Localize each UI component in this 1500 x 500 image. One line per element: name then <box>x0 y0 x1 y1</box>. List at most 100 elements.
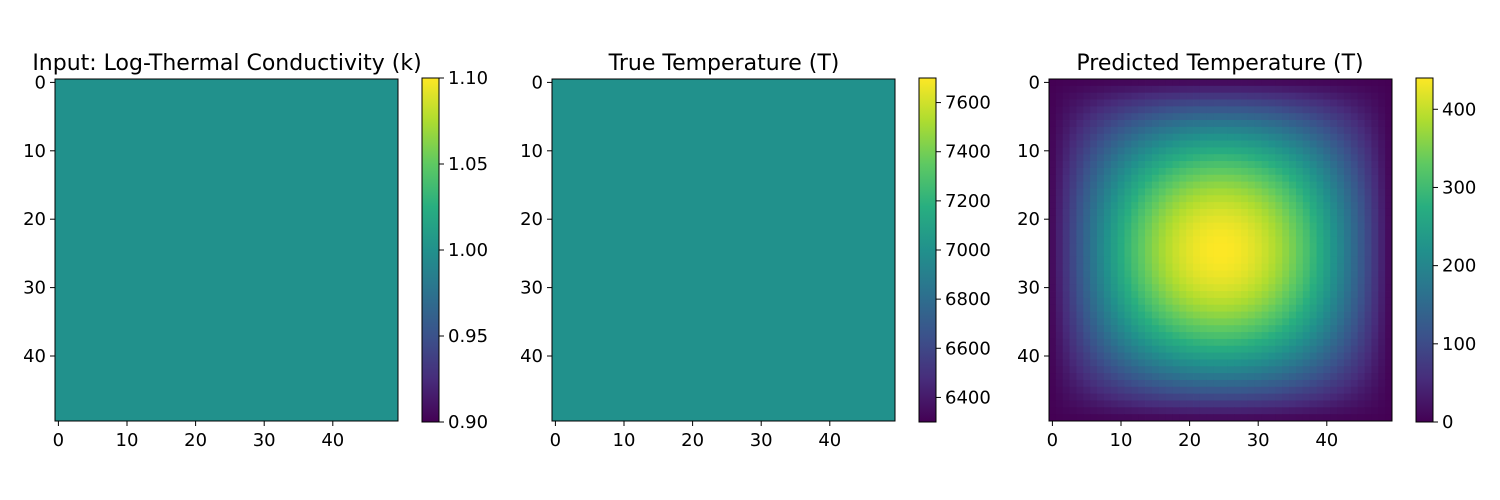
heatmap-cell <box>1316 277 1324 285</box>
heatmap-cell <box>1083 133 1091 141</box>
heatmap-cell <box>1145 414 1153 422</box>
heatmap-cell <box>1220 366 1228 374</box>
heatmap-cell <box>1103 113 1112 121</box>
heatmap-cell <box>1110 243 1118 251</box>
heatmap-cell <box>1289 379 1297 388</box>
heatmap-cell <box>1103 140 1112 148</box>
heatmap-cell <box>1234 195 1242 203</box>
heatmap-cell <box>1145 263 1153 271</box>
heatmap-cell <box>1234 222 1242 230</box>
heatmap-cell <box>1316 250 1324 258</box>
heatmap-cell <box>1186 311 1194 319</box>
heatmap-cell <box>1076 318 1084 326</box>
heatmap-cell <box>1117 106 1125 114</box>
heatmap-cell <box>1055 120 1064 128</box>
heatmap-cell <box>1186 338 1194 347</box>
heatmap-cell <box>1385 126 1393 135</box>
heatmap-cell <box>1186 345 1194 353</box>
heatmap-cell <box>1062 126 1070 135</box>
heatmap-cell <box>1234 140 1242 148</box>
colorbar-tick-label: 1.10 <box>448 68 488 89</box>
heatmap-cell <box>1193 154 1201 162</box>
heatmap-cell <box>1145 318 1153 326</box>
heatmap-cell <box>1295 120 1304 128</box>
heatmap-cell <box>1172 400 1180 408</box>
heatmap-cell <box>1337 161 1345 169</box>
heatmap-cell <box>1357 386 1365 395</box>
heatmap-cell <box>1337 85 1345 94</box>
heatmap-cell <box>1385 113 1393 121</box>
heatmap-cell <box>1158 379 1167 388</box>
heatmap-cell <box>1316 188 1324 196</box>
heatmap-cell <box>1103 188 1112 196</box>
heatmap-cell <box>1090 332 1098 340</box>
heatmap-cell <box>1186 393 1194 401</box>
heatmap-cell <box>1083 400 1091 408</box>
heatmap-cell <box>1337 318 1345 326</box>
heatmap-cell <box>1289 243 1297 251</box>
heatmap-cell <box>1103 311 1112 319</box>
heatmap-cell <box>1165 161 1173 169</box>
heatmap-cell <box>1220 202 1228 210</box>
heatmap-cell <box>1234 338 1242 347</box>
heatmap-cell <box>1083 202 1091 210</box>
heatmap-cell <box>1055 359 1064 367</box>
heatmap-cell <box>1090 250 1098 258</box>
heatmap-cell <box>1337 188 1345 196</box>
heatmap-cell <box>1254 304 1263 312</box>
heatmap-cell <box>1110 120 1118 128</box>
heatmap-cell <box>1254 277 1263 285</box>
heatmap-cell <box>1309 332 1317 340</box>
heatmap-cell <box>1199 215 1208 224</box>
heatmap-cell <box>1234 181 1242 189</box>
heatmap-cell <box>1357 277 1365 285</box>
heatmap-cell <box>1117 154 1125 162</box>
heatmap-cell <box>1083 208 1091 217</box>
heatmap-cell <box>1289 99 1297 107</box>
heatmap-cell <box>1343 359 1352 367</box>
heatmap-cell <box>1227 256 1235 265</box>
heatmap-cell <box>1158 304 1167 312</box>
heatmap-cell <box>1261 154 1269 162</box>
heatmap-cell <box>1247 229 1256 237</box>
heatmap-cell <box>1234 154 1242 162</box>
heatmap-cell <box>1055 263 1064 271</box>
heatmap-cell <box>1069 113 1077 121</box>
heatmap-cell <box>1234 263 1242 271</box>
heatmap-cell <box>1138 161 1146 169</box>
heatmap-cell <box>1337 393 1345 401</box>
heatmap-cell <box>1199 208 1208 217</box>
heatmap-cell <box>1117 236 1125 244</box>
heatmap-cell <box>1357 284 1365 292</box>
heatmap-cell <box>1090 325 1098 333</box>
heatmap-cell <box>1350 126 1359 135</box>
heatmap-cell <box>1247 400 1256 408</box>
heatmap-cell <box>1330 202 1338 210</box>
heatmap-cell <box>1357 250 1365 258</box>
heatmap-cell <box>1302 393 1311 401</box>
heatmap-cell <box>1117 195 1125 203</box>
heatmap-cell <box>1378 345 1386 353</box>
heatmap-cell <box>1158 167 1167 176</box>
heatmap-cell <box>1316 393 1324 401</box>
heatmap-cell <box>1241 79 1249 87</box>
heatmap-cell <box>1357 85 1365 94</box>
heatmap-cell <box>1172 277 1180 285</box>
heatmap-cell <box>1145 161 1153 169</box>
heatmap-cell <box>1268 181 1276 189</box>
heatmap-cell <box>1316 147 1324 155</box>
heatmap-cell <box>1227 161 1235 169</box>
heatmap-cell <box>1090 154 1098 162</box>
heatmap-cell <box>1295 400 1304 408</box>
heatmap-cell <box>1316 222 1324 230</box>
heatmap-cell <box>1172 174 1180 182</box>
y-tick-label: 20 <box>23 209 46 230</box>
heatmap-cell <box>1206 386 1215 395</box>
heatmap-cell <box>1049 181 1057 189</box>
heatmap-cell <box>1343 318 1352 326</box>
colorbar: 0.900.951.001.051.10 <box>421 68 488 433</box>
heatmap-cell <box>1206 414 1215 422</box>
heatmap-cell <box>1309 195 1317 203</box>
heatmap-cell <box>1282 243 1290 251</box>
heatmap-cell <box>1289 126 1297 135</box>
